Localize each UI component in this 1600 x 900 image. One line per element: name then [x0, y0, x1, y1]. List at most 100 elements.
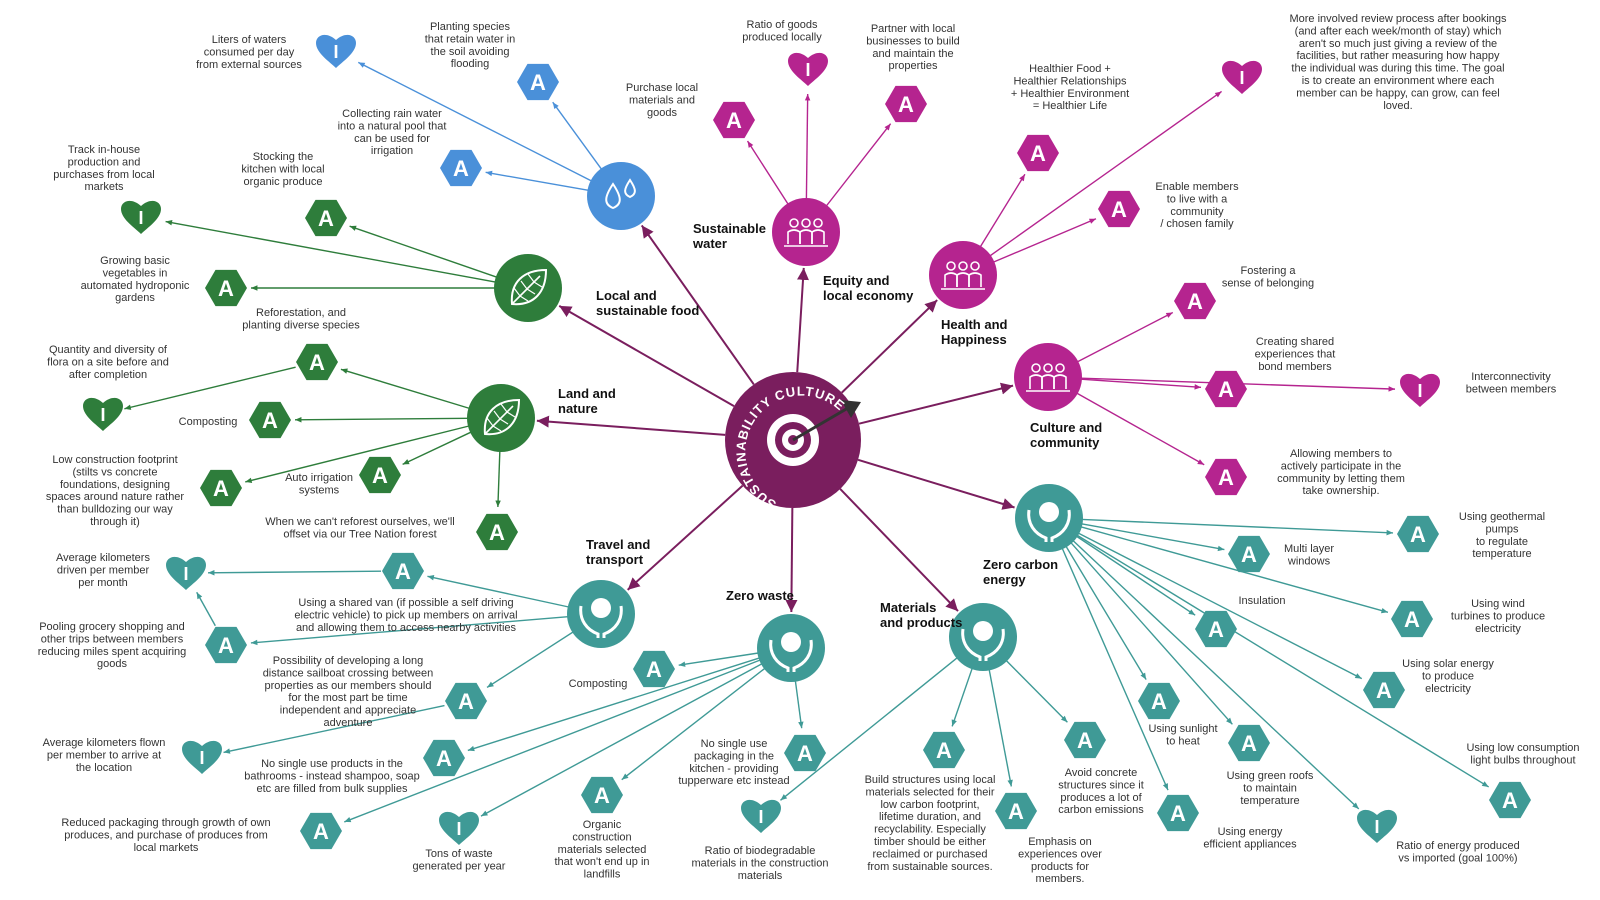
heart-icon — [741, 799, 781, 833]
leaf-label-e8: Using energy efficient appliances — [1203, 826, 1297, 850]
leaf-label-h1: Healthier Food + Healthier Relationships +… — [1011, 63, 1129, 112]
water-to-w1-edge-arrowhead — [358, 62, 366, 68]
hexagon-icon — [296, 343, 338, 381]
culture-to-c1-edge-arrowhead — [1165, 312, 1173, 318]
people-group-icon — [941, 261, 985, 290]
center-to-land-edge — [536, 415, 726, 436]
land-to-l1-edge-arrowhead — [340, 368, 348, 374]
action-badge-c2: A — [1205, 370, 1247, 408]
hexagon-icon — [440, 149, 482, 187]
indicator-letter: I — [758, 807, 763, 827]
energy-to-e4-edge-arrowhead — [1380, 607, 1388, 614]
heart-icon — [439, 811, 479, 845]
materials-to-m4-edge-arrowhead — [1060, 715, 1068, 723]
action-letter: A — [1218, 377, 1234, 402]
action-letter: A — [797, 741, 813, 766]
leaf-icon — [510, 268, 548, 306]
action-badge-c4: A — [1205, 458, 1247, 496]
waste-to-z3-edge-arrowhead — [344, 817, 352, 823]
travel-to-t4-edge — [486, 631, 574, 689]
category-label-culture: Culture and community — [1030, 420, 1102, 450]
action-letter: A — [594, 783, 610, 808]
center-to-energy-edge — [857, 458, 1015, 510]
category-node-equity — [772, 198, 840, 266]
waste-to-z6-edge — [794, 680, 803, 729]
travel-to-t4-edge-arrowhead — [487, 681, 494, 688]
leaf-label-e4: Using wind turbines to produce electricity — [1451, 598, 1545, 635]
heart-icon — [1357, 809, 1397, 843]
indicator-letter: I — [805, 60, 810, 80]
hands-globe-icon — [769, 632, 813, 672]
indicator-letter: I — [1417, 381, 1422, 401]
hexagon-icon — [1397, 515, 1439, 553]
health-to-h3-edge-arrowhead — [1088, 218, 1096, 224]
heart-icon — [788, 52, 828, 86]
hexagon-icon — [423, 739, 465, 777]
energy-to-e3-edge-arrowhead — [1188, 609, 1196, 616]
leaf-label-c1: Fostering a sense of belonging — [1222, 265, 1314, 289]
leaf-label-w1: Liters of waters consumed per day from ext… — [196, 34, 302, 71]
action-badge-e1: A — [1397, 515, 1439, 553]
indicator-badge-c3: I — [1400, 373, 1440, 407]
materials-to-m1-edge-arrowhead — [780, 794, 788, 801]
leaf-label-l5: Auto irrigation systems — [285, 472, 353, 496]
health-to-h1-edge-arrowhead — [1019, 174, 1025, 182]
category-label-health: Health and Happiness — [941, 317, 1008, 347]
action-letter: A — [436, 746, 452, 771]
leaf-label-h2: More involved review process after booki… — [1289, 13, 1507, 112]
action-badge-f3: A — [205, 269, 247, 307]
equity-to-q1-edge-arrowhead — [804, 93, 811, 101]
action-letter: A — [1241, 542, 1257, 567]
action-letter: A — [395, 559, 411, 584]
materials-to-m4-edge — [1005, 659, 1068, 723]
culture-to-c4-edge-arrowhead — [1197, 459, 1205, 465]
leaf-label-f2: Stocking the kitchen with local organic pr… — [241, 151, 324, 188]
leaf-label-t1: Average kilometers driven per member per m… — [56, 552, 150, 589]
category-label-water: Sustainable water — [692, 221, 766, 251]
action-badge-f2: A — [305, 199, 347, 237]
action-badge-t3: A — [205, 626, 247, 664]
leaf-label-c4: Allowing members to actively participate … — [1277, 448, 1405, 497]
people-group-icon — [784, 218, 828, 247]
water-to-w1-edge — [357, 61, 592, 182]
leaf-label-q2: Partner with local businesses to build and… — [866, 23, 960, 72]
action-badge-e4: A — [1391, 600, 1433, 638]
leaf-label-c3: Interconnectivity between members — [1466, 371, 1557, 395]
l1-to-l2-edge — [124, 366, 296, 410]
land-to-l1-edge — [340, 368, 470, 410]
action-letter: A — [1111, 197, 1127, 222]
leaf-label-z5: Organic construction materials selected tha… — [554, 819, 649, 881]
equity-to-q3-edge — [746, 140, 789, 205]
culture-to-c3-edge-arrowhead — [1388, 386, 1396, 392]
indicator-badge-m1: I — [741, 799, 781, 833]
land-to-l5-edge — [402, 431, 472, 465]
action-badge-e2: A — [1228, 535, 1270, 573]
leaf-label-z3: Reduced packaging through growth of own p… — [61, 817, 270, 854]
materials-to-m3-edge-arrowhead — [1007, 779, 1013, 787]
leaf-label-t3: Pooling grocery shopping and other trips … — [38, 621, 187, 670]
action-letter: A — [458, 689, 474, 714]
hexagon-icon — [1391, 600, 1433, 638]
hands-globe-icon — [1027, 502, 1071, 542]
heart-icon — [166, 556, 206, 590]
leaf-label-e9: Using low consumption light bulbs through… — [1466, 742, 1579, 766]
category-node-water — [587, 162, 655, 230]
hexagon-icon — [1228, 724, 1270, 762]
action-letter: A — [646, 657, 662, 682]
food-to-f1-edge — [165, 220, 496, 283]
center-to-culture-edge — [858, 382, 1014, 425]
heart-icon — [316, 34, 356, 68]
indicator-badge-h2: I — [1222, 60, 1262, 94]
action-letter: A — [453, 156, 469, 181]
action-letter: A — [1376, 678, 1392, 703]
indicator-badge-f1: I — [121, 200, 161, 234]
hexagon-icon — [359, 456, 401, 494]
action-badge-l6: A — [476, 513, 518, 551]
equity-to-q3-edge-arrowhead — [747, 141, 754, 148]
center-to-food-edge — [558, 305, 735, 408]
diagram-labels: Sustainable water Local and sustainable foo… — [38, 13, 1580, 885]
heart-icon — [121, 200, 161, 234]
diagram-nodes: SUSTAINABILITY CULTURE I A A I A A A I A A A A I A A A I A… — [83, 34, 1531, 850]
hexagon-icon — [633, 650, 675, 688]
